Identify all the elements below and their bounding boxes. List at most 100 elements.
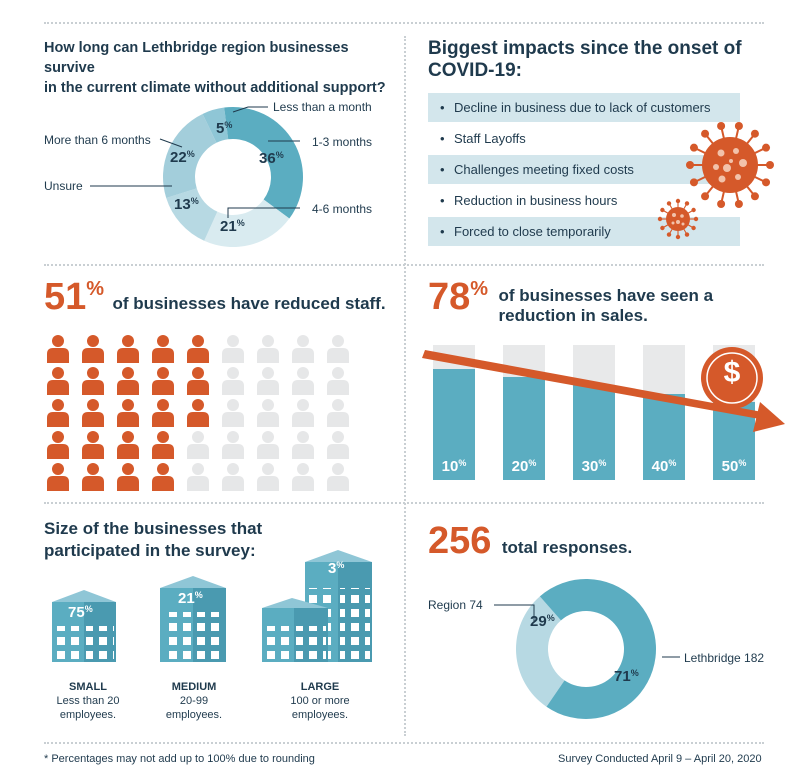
impacts-title-line2: COVID-19: — [428, 60, 522, 81]
person-icon — [117, 399, 139, 427]
person-icon — [47, 463, 69, 491]
person-icon — [82, 399, 104, 427]
person-icon — [187, 431, 209, 459]
bar-label-10: 10% — [441, 458, 467, 475]
virus-small-icon — [657, 198, 699, 240]
label-lethbridge: Lethbridge 182 — [684, 651, 765, 665]
footer-dates: Survey Conducted April 9 – April 20, 202… — [558, 753, 762, 765]
person-icon — [222, 431, 244, 459]
person-icon — [292, 463, 314, 491]
person-icon — [187, 399, 209, 427]
bottom-divider — [44, 742, 764, 744]
survival-donut — [163, 107, 304, 247]
label-1-3-months: 1-3 months — [312, 135, 373, 149]
person-icon — [292, 367, 314, 395]
person-icon — [292, 399, 314, 427]
label-less-than-month: Less than a month — [273, 100, 372, 114]
leader-region — [494, 604, 535, 622]
survival-slice — [224, 107, 304, 219]
survival-pct-5: 5% — [216, 120, 233, 137]
impact-item: • Decline in business due to lack of cust… — [428, 93, 740, 122]
sales-bar — [643, 394, 685, 480]
person-icon — [257, 399, 279, 427]
person-icon — [152, 399, 174, 427]
bar-label-20: 20% — [511, 458, 537, 475]
impact-item: • Staff Layoffs — [440, 131, 526, 146]
survival-slice — [166, 188, 218, 241]
medium-pct: 21% — [178, 590, 203, 607]
person-icon — [152, 335, 174, 363]
person-icon — [327, 367, 349, 395]
survival-title-line1: How long can Lethbridge region businesse… — [44, 40, 349, 76]
virus-large-icon — [686, 122, 774, 208]
person-icon — [222, 463, 244, 491]
person-icon — [257, 463, 279, 491]
sales-text: of businesses have seen a reduction in s… — [499, 286, 714, 326]
small-pct: 75% — [68, 604, 93, 621]
medium-building-icon — [160, 576, 226, 662]
staff-people-grid — [47, 335, 349, 491]
survival-pct-21: 21% — [220, 218, 245, 235]
staff-headline: 51% of businesses have reduced staff. — [44, 276, 386, 319]
top-divider — [44, 22, 764, 24]
small-label: SMALL Less than 20 employees. — [56, 681, 120, 721]
lethbridge-pct: 71% — [614, 668, 639, 685]
person-icon — [47, 335, 69, 363]
person-icon — [82, 463, 104, 491]
sales-text-line2: reduction in sales. — [498, 306, 648, 325]
sales-headline: 78% of businesses have seen a reduction … — [428, 276, 713, 326]
large-building-icon — [262, 550, 372, 662]
person-icon — [47, 367, 69, 395]
person-icon — [222, 367, 244, 395]
survival-slice — [204, 199, 290, 247]
survival-slice — [202, 107, 229, 143]
person-icon — [117, 367, 139, 395]
person-icon — [327, 463, 349, 491]
person-icon — [257, 431, 279, 459]
person-icon — [47, 399, 69, 427]
person-icon — [117, 431, 139, 459]
person-icon — [152, 367, 174, 395]
sales-text-line1: of businesses have seen a — [498, 286, 714, 305]
label-4-6-months: 4-6 months — [312, 202, 373, 216]
dollar-coin-icon — [701, 347, 763, 409]
column-divider — [404, 36, 406, 736]
sales-bar — [573, 385, 615, 480]
survival-title-line2: in the current climate without additiona… — [44, 80, 386, 96]
survival-donut-chart — [90, 106, 304, 247]
region-slice — [516, 596, 565, 707]
dollar-sign: $ — [723, 356, 741, 389]
person-icon — [187, 367, 209, 395]
bar-label-30: 30% — [581, 458, 607, 475]
responses-headline: 256 total responses. — [428, 520, 632, 563]
responses-donut-chart — [494, 579, 680, 719]
survival-question: How long can Lethbridge region businesse… — [44, 38, 394, 98]
person-icon — [117, 335, 139, 363]
building-icons — [52, 550, 372, 662]
person-icon — [187, 463, 209, 491]
size-title-line1: Size of the businesses that — [44, 519, 263, 538]
impact-item: • Reduction in business hours — [440, 193, 618, 208]
person-icon — [327, 335, 349, 363]
sales-bar — [433, 369, 475, 480]
person-icon — [222, 335, 244, 363]
impacts-title: Biggest impacts since the onset of COVID… — [428, 38, 788, 82]
sales-pct: 78% — [428, 276, 489, 318]
person-icon — [292, 431, 314, 459]
person-icon — [257, 335, 279, 363]
person-icon — [152, 431, 174, 459]
responses-total: 256 — [428, 520, 492, 562]
survival-pct-36: 36% — [259, 150, 284, 167]
person-icon — [292, 335, 314, 363]
impacts-list: • Decline in business due to lack of cust… — [428, 93, 740, 247]
small-building-icon — [52, 590, 116, 662]
person-icon — [117, 463, 139, 491]
impact-item: • Challenges meeting fixed costs — [428, 155, 740, 184]
lethbridge-slice — [539, 579, 656, 719]
size-title-line2: participated in the survey: — [44, 541, 256, 560]
responses-text: total responses. — [501, 538, 633, 557]
large-pct: 3% — [328, 560, 345, 577]
bar-label-50: 50% — [721, 458, 747, 475]
survival-pct-22: 22% — [170, 149, 195, 166]
leader-more-than-6-months — [159, 138, 183, 148]
